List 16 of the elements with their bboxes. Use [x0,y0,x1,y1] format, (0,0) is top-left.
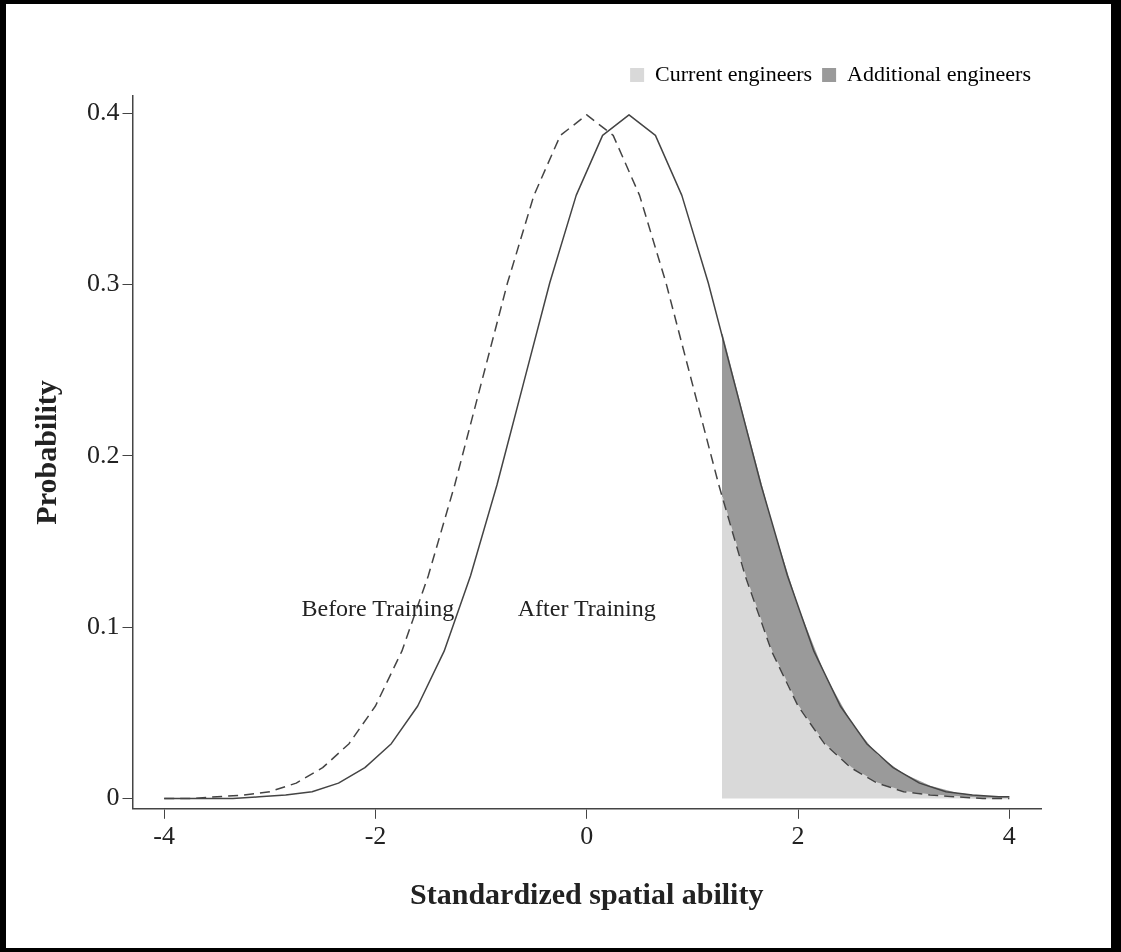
y-tick-label: 0.1 [87,611,120,640]
x-tick-label: -2 [364,821,387,851]
y-tick-label: 0.2 [87,439,120,469]
y-tick-label: 0.4 [87,96,120,126]
x-tick-label: 4 [1002,821,1016,851]
annotation: After Training [517,594,656,621]
x-tick-label: 2 [791,821,805,851]
y-axis-title: Probability [28,380,62,525]
x-axis-title: Standardized spatial ability [410,876,764,910]
legend-label: Additional engineers [847,60,1032,86]
y-tick-label: 0 [106,782,120,812]
legend-label: Current engineers [655,60,813,86]
annotation: Before Training [301,594,455,621]
y-tick-label: 0.3 [87,268,120,298]
x-tick-label: 0 [580,821,594,851]
x-tick-label: -4 [153,821,176,851]
